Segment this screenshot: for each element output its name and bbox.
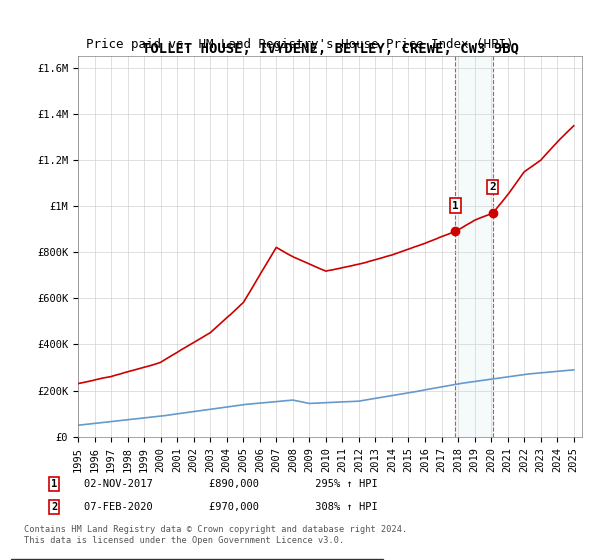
Text: 1: 1 [51, 479, 57, 489]
Text: 07-FEB-2020         £970,000         308% ↑ HPI: 07-FEB-2020 £970,000 308% ↑ HPI [84, 502, 378, 512]
Text: Contains HM Land Registry data © Crown copyright and database right 2024.: Contains HM Land Registry data © Crown c… [24, 525, 407, 534]
Title: TOLLET HOUSE, IVYDENE, BETLEY, CREWE, CW3 9BQ: TOLLET HOUSE, IVYDENE, BETLEY, CREWE, CW… [142, 42, 518, 56]
Text: 1: 1 [452, 200, 459, 211]
Legend: TOLLET HOUSE, IVYDENE, BETLEY, CREWE, CW3 9BQ (detached house), HPI: Average pri: TOLLET HOUSE, IVYDENE, BETLEY, CREWE, CW… [11, 559, 383, 560]
Bar [455, 56, 493, 437]
Text: 2: 2 [490, 182, 496, 192]
Text: 2: 2 [51, 502, 57, 512]
Text: Price paid vs. HM Land Registry's House Price Index (HPI): Price paid vs. HM Land Registry's House … [86, 38, 514, 50]
Text: 02-NOV-2017         £890,000         295% ↑ HPI: 02-NOV-2017 £890,000 295% ↑ HPI [84, 479, 378, 489]
Text: This data is licensed under the Open Government Licence v3.0.: This data is licensed under the Open Gov… [24, 536, 344, 545]
